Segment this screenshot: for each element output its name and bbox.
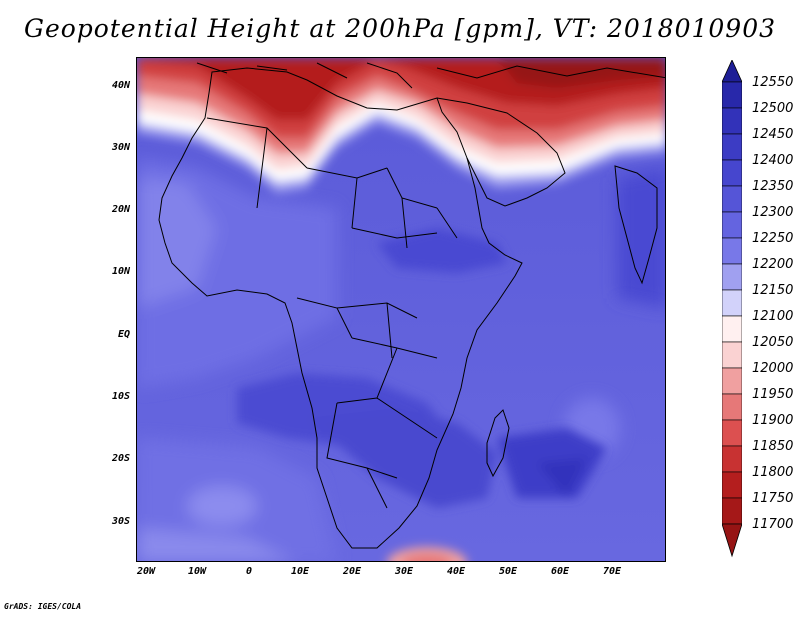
colorbar-bottom-arrow xyxy=(722,523,742,558)
colorbar-swatch xyxy=(722,289,742,317)
lon-label-40e: 40E xyxy=(446,566,466,577)
colorbar-label-12450: 12450 xyxy=(752,127,794,142)
colorbar-label-12150: 12150 xyxy=(752,283,794,298)
map-canvas xyxy=(137,58,665,561)
colorbar-label-11850: 11850 xyxy=(752,439,794,454)
india-coastline xyxy=(614,165,658,285)
colorbar-label-11700: 11700 xyxy=(752,517,794,532)
colorbar-top-arrow xyxy=(722,60,742,83)
colorbar-swatch xyxy=(722,445,742,473)
lon-label-70e: 70E xyxy=(602,566,622,577)
credit-text: GrADS: IGES/COLA xyxy=(4,602,82,611)
colorbar-label-11750: 11750 xyxy=(752,491,794,506)
arabia-coastline xyxy=(436,97,566,207)
lon-label-20w: 20W xyxy=(136,566,156,577)
field-dark-patches xyxy=(237,228,607,508)
colorbar-swatch xyxy=(722,367,742,395)
lat-label-20n: 20N xyxy=(111,204,130,215)
coastlines xyxy=(158,62,665,549)
europe-coastline xyxy=(196,62,665,89)
colorbar-label-11900: 11900 xyxy=(752,413,794,428)
colorbar-swatch xyxy=(722,497,742,525)
colorbar-label-12400: 12400 xyxy=(752,153,794,168)
colorbar-label-11800: 11800 xyxy=(752,465,794,480)
lon-label-0: 0 xyxy=(245,566,253,577)
colorbar-swatch xyxy=(722,471,742,499)
lon-label-60e: 60E xyxy=(550,566,570,577)
madagascar-coastline xyxy=(486,409,510,478)
colorbar xyxy=(722,60,742,558)
field-warm-bands xyxy=(137,58,665,561)
colorbar-swatch xyxy=(722,185,742,213)
colorbar-label-12300: 12300 xyxy=(752,205,794,220)
lat-label-10s: 10S xyxy=(111,391,130,402)
colorbar-label-12550: 12550 xyxy=(752,75,794,90)
colorbar-label-12350: 12350 xyxy=(752,179,794,194)
lon-label-20e: 20E xyxy=(342,566,362,577)
lat-label-eq: EQ xyxy=(117,329,130,340)
colorbar-swatch xyxy=(722,393,742,421)
lat-label-30s: 30S xyxy=(111,516,130,527)
lon-label-10w: 10W xyxy=(187,566,207,577)
colorbar-label-12500: 12500 xyxy=(752,101,794,116)
colorbar-label-12250: 12250 xyxy=(752,231,794,246)
lat-label-10n: 10N xyxy=(111,266,130,277)
colorbar-swatch xyxy=(722,237,742,265)
colorbar-label-12050: 12050 xyxy=(752,335,794,350)
colorbar-swatch xyxy=(722,133,742,161)
colorbar-label-12100: 12100 xyxy=(752,309,794,324)
colorbar-swatch xyxy=(722,211,742,239)
lon-label-10e: 10E xyxy=(290,566,310,577)
page-title: Geopotential Height at 200hPa [gpm], VT:… xyxy=(23,14,777,43)
colorbar-swatch xyxy=(722,315,742,343)
colorbar-swatch xyxy=(722,81,742,109)
colorbar-label-12200: 12200 xyxy=(752,257,794,272)
field-light-bands xyxy=(137,158,665,561)
colorbar-swatch xyxy=(722,263,742,291)
lat-label-30n: 30N xyxy=(111,142,130,153)
lon-label-50e: 50E xyxy=(498,566,518,577)
lat-label-20s: 20S xyxy=(111,453,130,464)
country-borders xyxy=(206,117,458,509)
colorbar-label-12000: 12000 xyxy=(752,361,794,376)
map-panel xyxy=(136,57,666,562)
colorbar-label-11950: 11950 xyxy=(752,387,794,402)
africa-coastline xyxy=(158,67,523,549)
colorbar-swatch xyxy=(722,159,742,187)
colorbar-swatch xyxy=(722,341,742,369)
lon-label-30e: 30E xyxy=(394,566,414,577)
lat-label-40n: 40N xyxy=(111,80,130,91)
colorbar-swatch xyxy=(722,419,742,447)
colorbar-swatch xyxy=(722,107,742,135)
